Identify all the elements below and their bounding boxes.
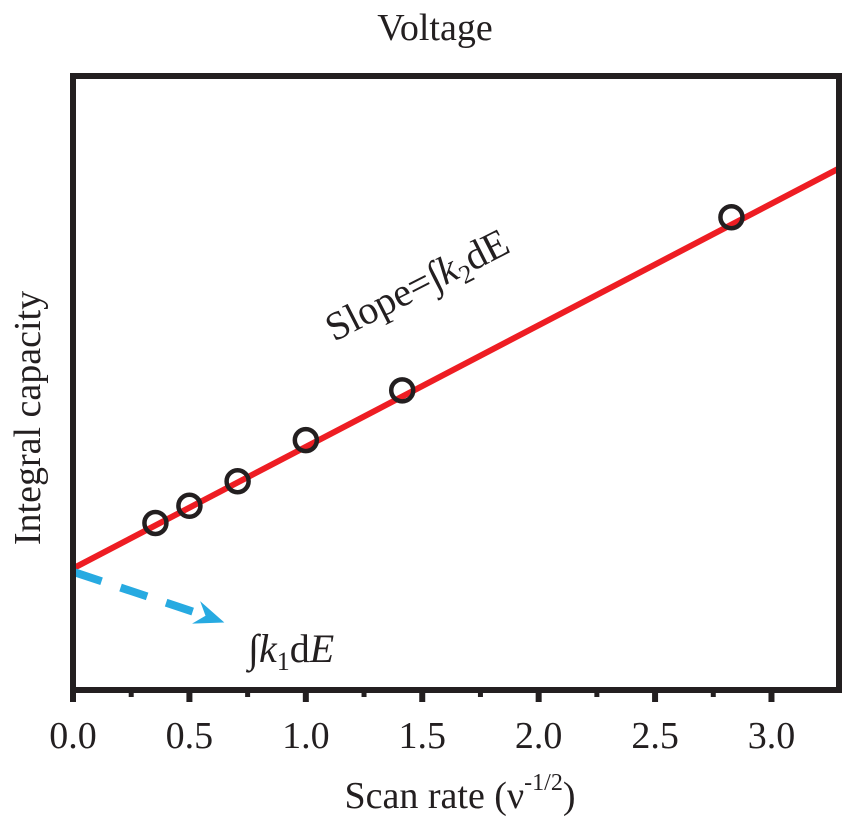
intercept-arrow-head <box>192 601 225 624</box>
x-tick-label: 1.5 <box>398 715 446 757</box>
plot-area <box>71 165 841 624</box>
intercept-annotation-suffix: d <box>290 626 310 671</box>
x-axis-label: Scan rate (ν-1/2) <box>345 770 576 817</box>
x-axis-ticks <box>70 690 775 702</box>
slope-annotation: Slope=∫k2dE <box>318 219 519 354</box>
slope-annotation-prefix: Slope=∫ <box>318 252 453 352</box>
intercept-annotation-suffix-italic: E <box>309 626 334 671</box>
data-point <box>224 467 251 495</box>
intercept-annotation-prefix: ∫ <box>245 626 262 673</box>
data-point <box>142 509 169 537</box>
fit-line <box>71 165 841 572</box>
plot-frame <box>70 73 842 693</box>
intercept-annotation: ∫k1dE <box>245 626 334 676</box>
x-tick-label: 3.0 <box>748 715 796 757</box>
x-tick-label: 2.5 <box>631 715 679 757</box>
data-point <box>718 203 745 231</box>
intercept-annotation-var: k <box>259 626 278 671</box>
x-tick-label: 0.5 <box>166 715 214 757</box>
x-axis-label-main: Scan rate (ν <box>345 775 525 817</box>
x-axis-tick-labels: 0.0 0.5 1.0 1.5 2.0 2.5 3.0 <box>49 715 795 757</box>
intercept-annotation-sub: 1 <box>277 647 290 676</box>
y-axis-label: Integral capacity <box>7 291 49 545</box>
intercept-arrow-shaft <box>73 568 209 621</box>
x-axis-label-superscript: -1/2 <box>524 770 563 796</box>
data-point <box>176 492 203 520</box>
x-axis-label-close: ) <box>563 775 576 817</box>
x-tick-label: 0.0 <box>49 715 97 757</box>
data-point <box>292 426 320 454</box>
data-point <box>388 377 416 404</box>
chart-title: Voltage <box>377 7 492 49</box>
x-tick-label: 2.0 <box>515 715 563 757</box>
x-tick-label: 1.0 <box>282 715 330 757</box>
